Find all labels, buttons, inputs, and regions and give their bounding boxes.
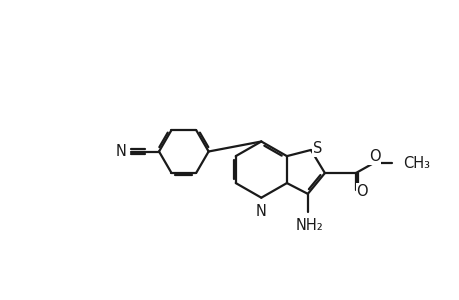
Text: NH₂: NH₂ [295, 218, 323, 233]
Text: N: N [115, 144, 126, 159]
Text: O: O [368, 149, 380, 164]
Text: O: O [355, 184, 367, 199]
Text: CH₃: CH₃ [402, 155, 429, 170]
Text: N: N [255, 204, 266, 219]
Text: S: S [313, 141, 322, 156]
